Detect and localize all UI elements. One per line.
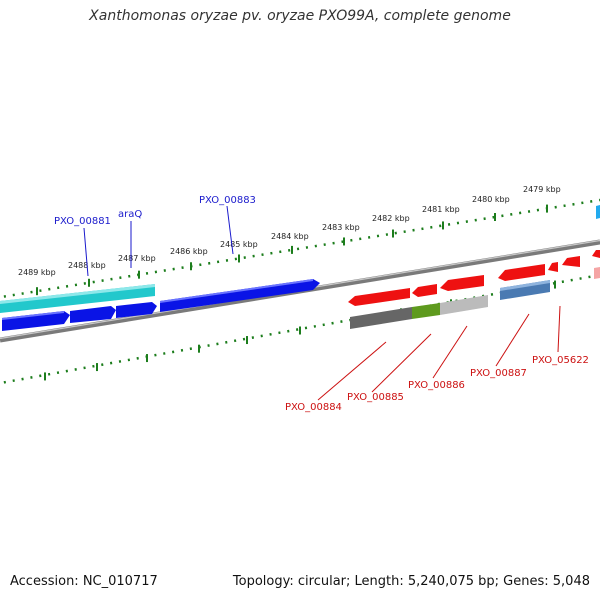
feature-highlight — [500, 280, 550, 291]
ruler-tick-label: 2483 kbp — [322, 223, 360, 232]
gene-labels: PXO_00881 araQ PXO_00883 PXO_00884 PXO_0… — [54, 195, 589, 413]
feature-grey[interactable] — [350, 307, 412, 329]
leader-pxo-00881 — [83, 227, 89, 277]
feature-cyan-highlight — [0, 284, 155, 304]
gene-edge[interactable] — [592, 250, 600, 258]
inner-ruler-dots — [0, 273, 600, 385]
leader-pxo-00885 — [371, 333, 432, 393]
feature-light[interactable] — [440, 295, 488, 315]
gene-arq[interactable] — [70, 306, 116, 323]
ruler-tick-label: 2480 kbp — [472, 195, 510, 204]
label-pxo-00883[interactable]: PXO_00883 — [199, 195, 256, 206]
label-pxo-05622[interactable]: PXO_05622 — [532, 355, 589, 366]
forward-strand — [0, 279, 320, 331]
genome-summary-text: Topology: circular; Length: 5,240,075 bp… — [232, 574, 590, 589]
label-leaders — [83, 205, 561, 401]
outer-ruler-dots — [0, 198, 600, 299]
feature-edge-blue[interactable] — [596, 205, 600, 219]
gene-highlight — [2, 311, 64, 320]
leader-pxo-00887 — [495, 313, 530, 367]
gene-pxo-05622[interactable] — [562, 256, 580, 267]
gene-pxo-00886[interactable] — [440, 275, 484, 291]
label-pxo-00881[interactable]: PXO_00881 — [54, 216, 111, 227]
gene-pxo-00887[interactable] — [498, 264, 545, 281]
ruler-tick-label: 2485 kbp — [220, 240, 258, 249]
gene-highlight — [160, 279, 313, 303]
reverse-strand — [348, 205, 600, 329]
feature-green[interactable] — [412, 303, 440, 319]
gene-small-1[interactable] — [548, 262, 558, 272]
ruler-tick-label: 2484 kbp — [271, 232, 309, 241]
ruler-tick-label: 2481 kbp — [422, 205, 460, 214]
gene-pxo-00883[interactable] — [116, 302, 157, 318]
leader-pxo-00886 — [432, 325, 468, 379]
label-pxo-00884[interactable]: PXO_00884 — [285, 402, 342, 413]
leader-pxo-05622 — [557, 305, 561, 353]
ruler-tick-label: 2489 kbp — [18, 268, 56, 277]
gene-pxo-00881[interactable] — [2, 311, 70, 331]
label-pxo-00887[interactable]: PXO_00887 — [470, 368, 527, 379]
leader-pxo-00883 — [226, 205, 234, 255]
label-pxo-00886[interactable]: PXO_00886 — [408, 380, 465, 391]
label-araq[interactable]: araQ — [118, 209, 142, 220]
leader-pxo-00884 — [317, 341, 387, 401]
ruler-tick-label: 2486 kbp — [170, 247, 208, 256]
map-title: Xanthomonas oryzae pv. oryzae PXO99A, co… — [89, 8, 511, 24]
gene-pxo-00884[interactable] — [348, 288, 410, 306]
label-pxo-00885[interactable]: PXO_00885 — [347, 392, 404, 403]
gene-pxo-00885[interactable] — [412, 284, 437, 297]
outer-major-ticks — [36, 204, 548, 296]
ruler-tick-label: 2479 kbp — [523, 185, 561, 194]
ruler-tick-label: 2487 kbp — [118, 254, 156, 263]
gene-large-forward[interactable] — [160, 279, 320, 312]
ruler-tick-label: 2482 kbp — [372, 214, 410, 223]
gene-edge-light — [594, 267, 600, 279]
accession-text: Accession: NC_010717 — [10, 574, 158, 589]
